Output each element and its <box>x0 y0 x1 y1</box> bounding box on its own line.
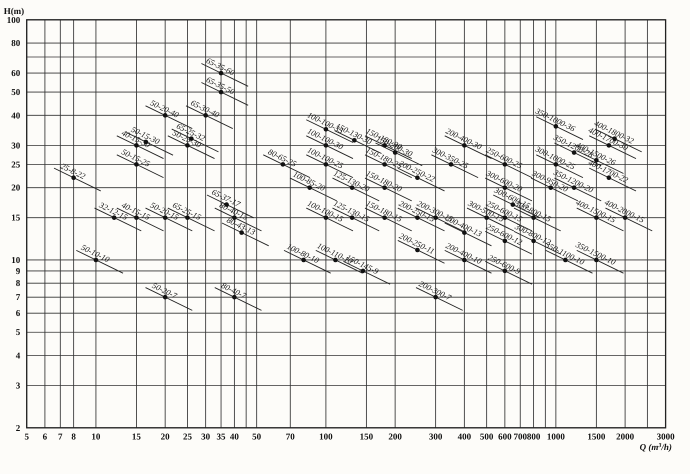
svg-text:40: 40 <box>230 431 240 441</box>
svg-text:5: 5 <box>16 327 21 337</box>
svg-text:8: 8 <box>71 431 76 441</box>
svg-text:3000: 3000 <box>657 431 676 441</box>
svg-text:50: 50 <box>252 431 262 441</box>
svg-text:80: 80 <box>11 38 21 48</box>
svg-text:H(m): H(m) <box>4 6 25 16</box>
svg-text:30: 30 <box>11 140 21 150</box>
svg-text:300: 300 <box>429 431 443 441</box>
svg-text:15: 15 <box>132 431 142 441</box>
svg-text:25: 25 <box>183 431 193 441</box>
svg-text:8: 8 <box>16 278 21 288</box>
svg-text:20: 20 <box>11 183 21 193</box>
svg-text:15: 15 <box>11 213 21 223</box>
svg-text:20: 20 <box>161 431 171 441</box>
svg-text:700: 700 <box>514 431 528 441</box>
svg-text:2000: 2000 <box>616 431 635 441</box>
svg-text:400: 400 <box>458 431 472 441</box>
svg-text:200: 200 <box>388 431 402 441</box>
svg-text:10: 10 <box>11 255 21 265</box>
svg-text:800: 800 <box>527 431 541 441</box>
svg-text:6: 6 <box>16 308 21 318</box>
svg-text:7: 7 <box>58 431 63 441</box>
svg-text:7: 7 <box>16 292 21 302</box>
svg-text:100: 100 <box>7 15 21 25</box>
svg-text:25: 25 <box>11 159 21 169</box>
svg-text:3: 3 <box>16 381 21 391</box>
svg-text:500: 500 <box>480 431 494 441</box>
svg-text:4: 4 <box>16 351 21 361</box>
svg-text:40: 40 <box>11 110 21 120</box>
svg-text:70: 70 <box>286 431 296 441</box>
svg-text:1500: 1500 <box>587 431 606 441</box>
svg-text:9: 9 <box>16 266 21 276</box>
svg-text:6: 6 <box>43 431 48 441</box>
svg-text:5: 5 <box>24 431 29 441</box>
svg-text:Q (m3/h): Q (m3/h) <box>640 442 672 452</box>
svg-text:60: 60 <box>11 68 21 78</box>
svg-text:150: 150 <box>360 431 374 441</box>
svg-text:100: 100 <box>319 431 333 441</box>
svg-text:1000: 1000 <box>547 431 566 441</box>
svg-text:30: 30 <box>201 431 211 441</box>
svg-text:600: 600 <box>498 431 512 441</box>
svg-text:2: 2 <box>16 423 21 433</box>
svg-text:35: 35 <box>217 431 227 441</box>
svg-text:50: 50 <box>11 87 21 97</box>
svg-text:10: 10 <box>91 431 101 441</box>
